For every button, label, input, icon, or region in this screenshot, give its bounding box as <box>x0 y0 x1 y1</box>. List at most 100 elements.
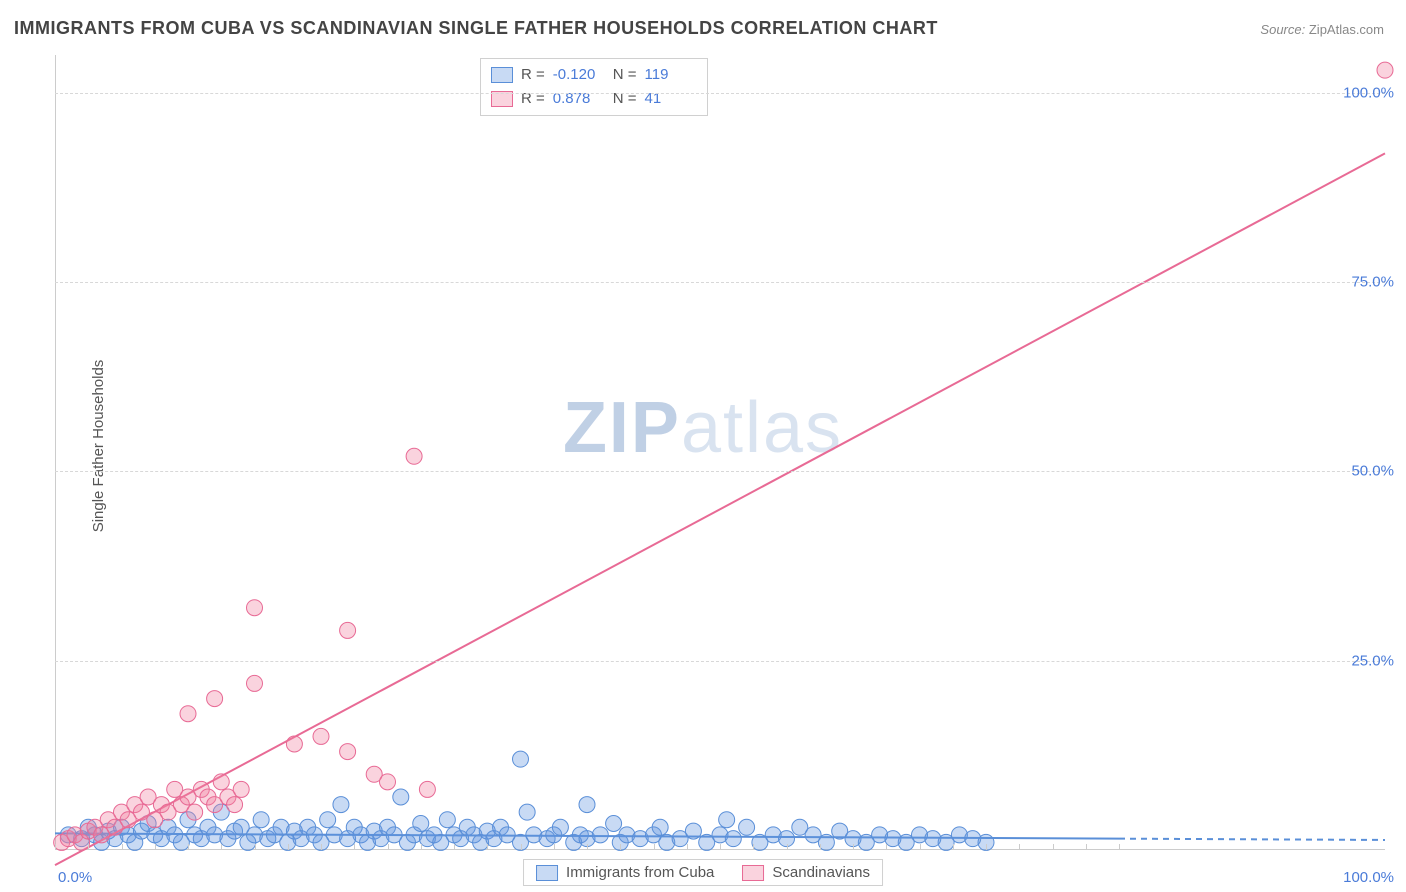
x-tick-0: 0.0% <box>58 869 92 886</box>
x-tick-100: 100.0% <box>1343 869 1394 886</box>
data-point <box>579 797 595 813</box>
x-minor-tick <box>155 844 156 850</box>
x-minor-tick <box>188 844 189 850</box>
data-point <box>233 781 249 797</box>
data-point <box>592 827 608 843</box>
r-value-pink: 0.878 <box>553 87 605 111</box>
data-point <box>519 804 535 820</box>
data-point <box>606 816 622 832</box>
swatch-blue <box>491 67 513 83</box>
x-minor-tick <box>554 844 555 850</box>
x-minor-tick <box>321 844 322 850</box>
gridline-h <box>55 93 1385 94</box>
x-minor-tick <box>221 844 222 850</box>
x-minor-tick <box>1053 844 1054 850</box>
data-point <box>180 706 196 722</box>
x-minor-tick <box>487 844 488 850</box>
stats-row-pink: R = 0.878 N = 41 <box>491 87 697 111</box>
data-point <box>552 819 568 835</box>
r-label: R = <box>521 63 545 87</box>
source-value: ZipAtlas.com <box>1309 22 1384 37</box>
n-label-2: N = <box>613 87 637 111</box>
data-point <box>406 448 422 464</box>
legend-label-pink: Scandinavians <box>772 864 870 881</box>
data-point <box>213 774 229 790</box>
legend-swatch-blue <box>536 865 558 881</box>
x-minor-tick <box>1019 844 1020 850</box>
data-point <box>333 797 349 813</box>
data-point <box>340 744 356 760</box>
data-point <box>320 812 336 828</box>
x-minor-tick <box>886 844 887 850</box>
x-minor-tick <box>421 844 422 850</box>
data-point <box>247 600 263 616</box>
x-minor-tick <box>255 844 256 850</box>
x-minor-tick <box>122 844 123 850</box>
x-minor-tick <box>354 844 355 850</box>
x-minor-tick <box>521 844 522 850</box>
y-tick-label: 50.0% <box>1351 463 1394 480</box>
data-point <box>413 816 429 832</box>
data-point <box>247 675 263 691</box>
source-attribution: Source: ZipAtlas.com <box>1260 22 1384 37</box>
legend-item-blue: Immigrants from Cuba <box>536 864 714 881</box>
data-point <box>513 751 529 767</box>
gridline-h <box>55 661 1385 662</box>
data-point <box>739 819 755 835</box>
x-minor-tick <box>454 844 455 850</box>
x-minor-tick <box>1086 844 1087 850</box>
x-minor-tick <box>953 844 954 850</box>
chart-title: IMMIGRANTS FROM CUBA VS SCANDINAVIAN SIN… <box>14 18 938 39</box>
n-value-pink: 41 <box>645 87 697 111</box>
x-minor-tick <box>787 844 788 850</box>
x-minor-tick <box>720 844 721 850</box>
n-label: N = <box>613 63 637 87</box>
data-point <box>313 728 329 744</box>
data-point <box>719 812 735 828</box>
data-point <box>187 804 203 820</box>
data-point <box>685 823 701 839</box>
data-point <box>253 812 269 828</box>
legend-item-pink: Scandinavians <box>742 864 870 881</box>
data-point <box>207 691 223 707</box>
data-point <box>393 789 409 805</box>
x-minor-tick <box>853 844 854 850</box>
stats-row-blue: R = -0.120 N = 119 <box>491 63 697 87</box>
y-tick-label: 100.0% <box>1343 84 1394 101</box>
source-label: Source: <box>1260 22 1305 37</box>
x-minor-tick <box>986 844 987 850</box>
x-minor-tick <box>920 844 921 850</box>
data-point <box>419 781 435 797</box>
gridline-h <box>55 471 1385 472</box>
x-minor-tick <box>620 844 621 850</box>
data-point <box>227 797 243 813</box>
x-minor-tick <box>1119 844 1120 850</box>
x-minor-tick <box>55 844 56 850</box>
x-minor-tick <box>88 844 89 850</box>
x-minor-tick <box>388 844 389 850</box>
trend-line-dashed <box>1119 839 1385 840</box>
data-point <box>439 812 455 828</box>
y-tick-label: 75.0% <box>1351 274 1394 291</box>
gridline-h <box>55 282 1385 283</box>
data-point <box>340 622 356 638</box>
data-point <box>1377 62 1393 78</box>
x-minor-tick <box>820 844 821 850</box>
r-label-2: R = <box>521 87 545 111</box>
data-point <box>286 736 302 752</box>
trend-line <box>55 153 1385 865</box>
bottom-legend: Immigrants from Cuba Scandinavians <box>523 859 883 886</box>
stats-legend-box: R = -0.120 N = 119 R = 0.878 N = 41 <box>480 58 708 116</box>
legend-label-blue: Immigrants from Cuba <box>566 864 714 881</box>
x-minor-tick <box>753 844 754 850</box>
data-point <box>380 774 396 790</box>
x-minor-tick <box>288 844 289 850</box>
x-minor-tick <box>587 844 588 850</box>
r-value-blue: -0.120 <box>553 63 605 87</box>
x-minor-tick <box>654 844 655 850</box>
data-point <box>652 819 668 835</box>
y-tick-label: 25.0% <box>1351 652 1394 669</box>
chart-svg <box>55 55 1385 850</box>
data-point <box>818 834 834 850</box>
data-point <box>725 831 741 847</box>
